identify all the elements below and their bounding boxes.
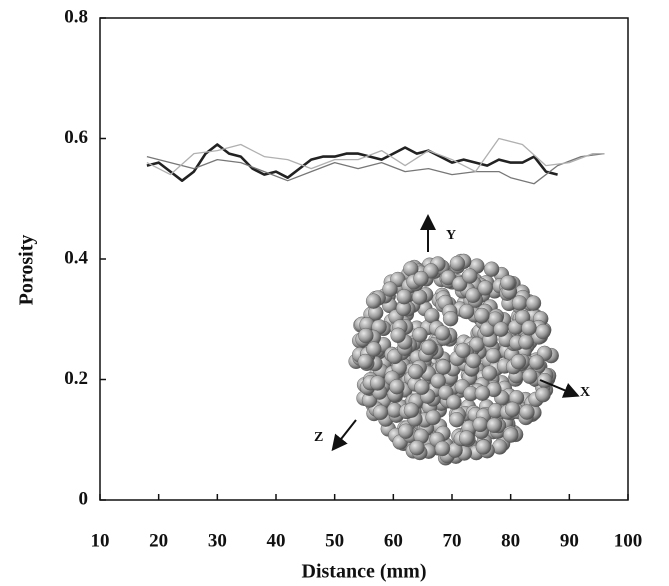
sphere — [411, 289, 428, 305]
sphere — [396, 289, 412, 305]
sphere — [535, 323, 551, 340]
sphere — [481, 365, 498, 381]
sphere — [504, 401, 521, 417]
sphere — [522, 368, 538, 384]
sphere — [398, 423, 414, 439]
sphere — [435, 359, 452, 375]
sphere — [503, 427, 519, 443]
plot-frame — [99, 17, 629, 501]
x-tick-label: 20 — [149, 530, 168, 551]
sphere — [458, 430, 475, 446]
sphere — [485, 348, 501, 364]
sphere — [430, 373, 446, 389]
inset-arrow — [539, 379, 580, 398]
sphere — [511, 295, 528, 311]
sphere — [434, 325, 451, 341]
sphere — [493, 321, 509, 337]
sphere — [369, 375, 386, 391]
sphere — [474, 307, 490, 324]
y-tick-label: 0.2 — [64, 368, 88, 389]
sphere — [446, 394, 462, 410]
sphere — [528, 354, 545, 370]
data-line — [146, 143, 558, 182]
sphere — [442, 311, 459, 327]
inset-packing — [348, 253, 559, 466]
y-tick-label: 0.8 — [64, 6, 88, 27]
sphere — [449, 412, 465, 428]
sphere — [462, 268, 478, 284]
y-tick-label: 0.4 — [64, 247, 88, 268]
sphere — [535, 387, 551, 403]
sphere — [409, 440, 425, 456]
sphere — [408, 364, 424, 380]
sphere — [455, 342, 471, 359]
sphere — [537, 372, 553, 389]
x-axis-title: Distance (mm) — [302, 561, 427, 583]
sphere — [413, 270, 429, 287]
sphere — [477, 280, 493, 296]
sphere — [483, 261, 500, 277]
sphere — [475, 439, 492, 455]
inset-arrow — [331, 419, 357, 452]
sphere — [389, 379, 405, 395]
sphere — [421, 339, 437, 356]
sphere — [412, 327, 428, 343]
y-tick-label: 0.6 — [64, 127, 88, 148]
sphere — [382, 281, 398, 297]
inset-axis-label: Z — [314, 430, 323, 445]
sphere — [510, 354, 527, 370]
inset-axis-label: X — [580, 385, 590, 400]
sphere — [525, 295, 542, 311]
sphere — [366, 341, 382, 357]
x-tick-label: 40 — [267, 530, 286, 551]
x-tick-label: 70 — [443, 530, 462, 551]
sphere — [403, 402, 420, 418]
sphere — [521, 320, 537, 336]
sphere — [372, 404, 389, 420]
x-tick-label: 10 — [91, 530, 110, 551]
sphere — [358, 327, 374, 344]
sphere — [474, 385, 491, 401]
sphere — [459, 303, 475, 320]
x-tick-label: 50 — [325, 530, 344, 551]
sphere — [465, 287, 481, 303]
x-tick-label: 60 — [384, 530, 403, 551]
sphere — [519, 404, 535, 420]
sphere — [390, 327, 406, 343]
sphere — [434, 440, 451, 457]
sphere — [486, 417, 502, 433]
sphere — [357, 353, 373, 370]
sphere — [472, 416, 488, 433]
sphere — [425, 409, 441, 426]
x-tick-label: 30 — [208, 530, 227, 551]
data-line — [146, 152, 605, 185]
x-tick-label: 100 — [614, 530, 643, 551]
x-tick-label: 80 — [501, 530, 520, 551]
sphere — [518, 334, 534, 350]
y-tick-label: 0 — [79, 488, 89, 509]
sphere — [449, 255, 466, 272]
sphere — [414, 379, 430, 395]
data-line — [146, 137, 605, 176]
sphere — [500, 275, 516, 291]
y-axis-title: Porosity — [16, 235, 38, 306]
inset-axis-label: Y — [446, 228, 456, 243]
sphere — [365, 293, 382, 309]
sphere — [465, 353, 482, 369]
x-tick-label: 90 — [560, 530, 579, 551]
